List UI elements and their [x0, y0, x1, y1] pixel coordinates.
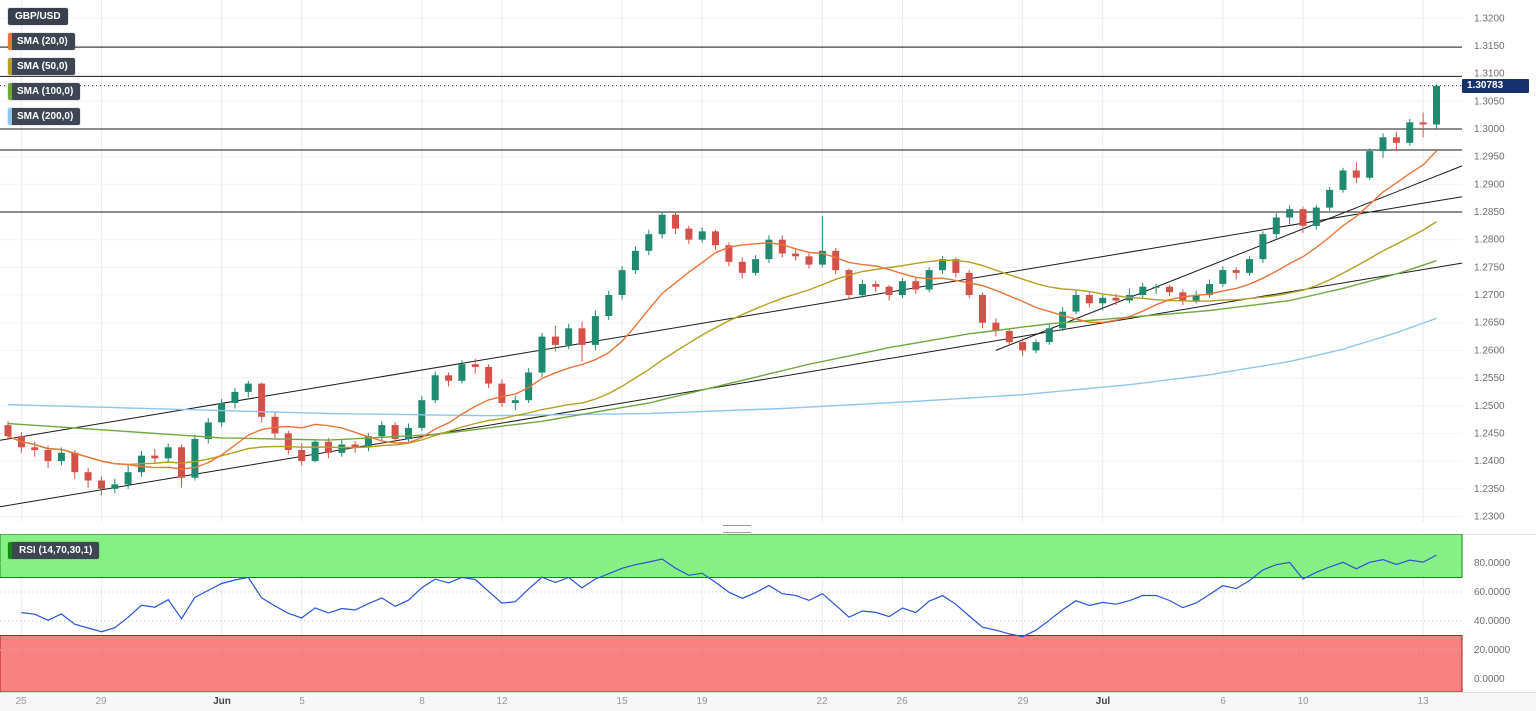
grid [0, 0, 1462, 522]
tick-label: 1.2750 [1474, 262, 1505, 273]
price-axis[interactable]: 1.3200 1.3150 1.3100 1.3050 1.3000 1.2950 1.29… [1474, 13, 1505, 522]
sma-badge-200[interactable]: SMA (200,0) [8, 108, 81, 125]
tick-label: 1.3000 [1474, 124, 1505, 135]
sma-line-200[interactable] [7, 150, 1438, 470]
tick-label: 1.2350 [1474, 484, 1505, 495]
symbol-badge[interactable]: GBP/USD [8, 8, 68, 25]
time-label: 5 [299, 696, 305, 707]
tick-label: 1.2400 [1474, 456, 1505, 467]
tick-label: 1.2900 [1474, 179, 1505, 190]
sma-line-500[interactable] [7, 221, 1437, 466]
sma-line-1000[interactable] [7, 260, 1437, 441]
time-label: 29 [1017, 696, 1029, 707]
sma-badge-100[interactable]: SMA (100,0) [8, 83, 81, 100]
time-label: 10 [1297, 696, 1309, 707]
trend-line[interactable] [0, 196, 1463, 441]
oversold-band [0, 635, 1463, 692]
tick-label: 1.2600 [1474, 345, 1505, 356]
rsi-chart-canvas[interactable]: 80.0000 60.0000 40.0000 20.0000 0.0000 [0, 534, 1536, 692]
tick-label: 1.2550 [1474, 373, 1505, 384]
rsi-badge-label: RSI (14,70,30,1) [19, 545, 93, 556]
trend-line[interactable] [0, 262, 1463, 508]
time-label: 8 [419, 696, 425, 707]
tick-label: 1.2700 [1474, 290, 1505, 301]
time-label: 22 [816, 696, 828, 707]
time-label: 29 [95, 696, 107, 707]
tick-label: 80.0000 [1474, 558, 1511, 569]
tick-label: 1.3200 [1474, 13, 1505, 24]
trendlines[interactable] [0, 46, 1463, 508]
time-label: 13 [1417, 696, 1429, 707]
resize-handle-icon[interactable] [723, 525, 751, 533]
tick-label: 1.2500 [1474, 401, 1505, 412]
tick-label: 1.3050 [1474, 96, 1505, 107]
sma-line-2000[interactable] [7, 317, 1437, 417]
tick-label: 1.2650 [1474, 318, 1505, 329]
sma-badge-200[interactable]: SMA (20,0) [8, 33, 75, 50]
time-label: 19 [696, 696, 708, 707]
sma-badge-500[interactable]: SMA (50,0) [8, 58, 75, 75]
time-label: 12 [496, 696, 508, 707]
overbought-band [0, 534, 1463, 578]
tick-label: 1.2450 [1474, 428, 1505, 439]
current-price-tag: 1.30783 [1462, 79, 1529, 93]
time-label: 25 [15, 696, 27, 707]
tick-label: 40.0000 [1474, 616, 1511, 627]
rsi-badge[interactable]: RSI (14,70,30,1) [8, 542, 100, 559]
time-label: Jun [213, 696, 231, 707]
tick-label: 1.2950 [1474, 152, 1505, 163]
rsi-axis: 80.0000 60.0000 40.0000 20.0000 0.0000 [1474, 558, 1511, 685]
candles-series [4, 84, 1440, 496]
time-label: 15 [616, 696, 628, 707]
trend-line[interactable] [995, 165, 1463, 351]
rsi-line[interactable] [21, 554, 1437, 638]
tick-label: 0.0000 [1474, 674, 1505, 685]
time-label: Jul [1095, 696, 1111, 707]
tick-label: 1.2800 [1474, 235, 1505, 246]
tick-label: 1.2300 [1474, 511, 1505, 522]
time-label: 6 [1220, 696, 1226, 707]
tick-label: 60.0000 [1474, 587, 1511, 598]
tick-label: 1.2850 [1474, 207, 1505, 218]
tick-label: 20.0000 [1474, 645, 1511, 656]
price-chart-canvas[interactable]: 1.3200 1.3150 1.3100 1.3050 1.3000 1.2950 1.29… [0, 0, 1536, 522]
tick-label: 1.3150 [1474, 41, 1505, 52]
tick-label: 1.3100 [1474, 69, 1505, 80]
time-axis[interactable]: 25 29 Jun 5 8 12 15 19 22 26 29 Jul 6 10 13 [0, 692, 1536, 711]
time-label: 26 [896, 696, 908, 707]
